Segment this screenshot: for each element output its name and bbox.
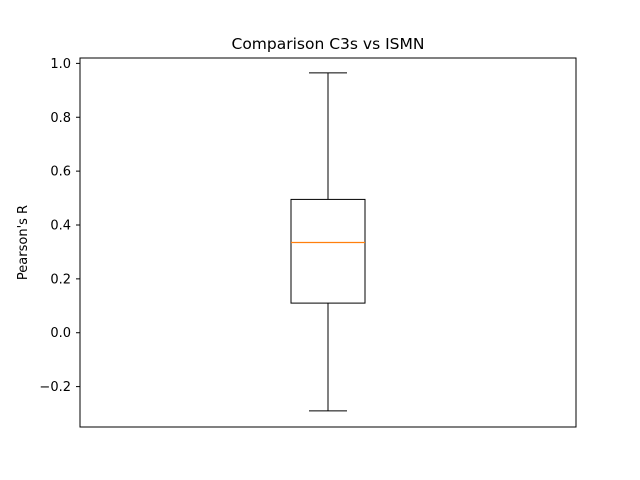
y-tick-label: 0.8 [50,111,71,126]
y-tick-label: 0.2 [50,272,71,287]
y-tick-label: 1.0 [50,57,71,72]
axes-frame [79,57,577,428]
y-tick-label: 0.4 [50,218,71,233]
y-tick-label: 0.0 [50,326,71,341]
iqr-box [290,198,366,304]
y-axis-label: Pearson's R [16,205,31,280]
y-tick-label: −0.2 [39,380,71,395]
plot-area: −0.2 0.0 0.2 0.4 0.6 0.8 1.0 [39,57,577,428]
y-tick-label: 0.6 [50,165,71,180]
chart-title: Comparison C3s vs ISMN [232,35,425,53]
